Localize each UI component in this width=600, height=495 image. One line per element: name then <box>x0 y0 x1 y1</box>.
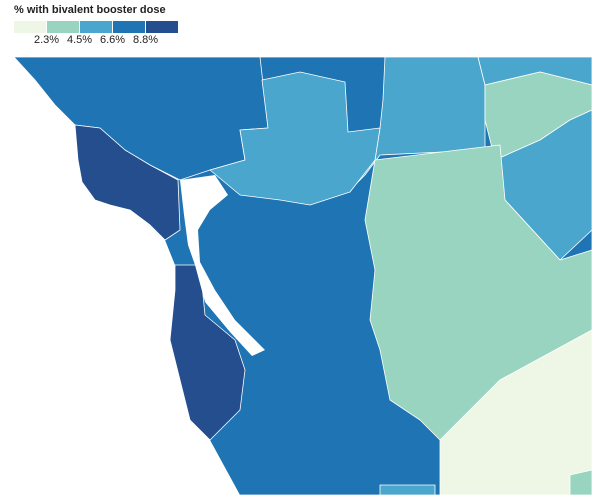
legend-title: % with bivalent booster dose <box>14 4 166 16</box>
legend-tick-label: 2.3% <box>34 34 59 46</box>
legend-swatch <box>47 21 79 33</box>
legend-swatch <box>146 21 178 33</box>
legend-swatch <box>113 21 145 33</box>
regions <box>13 56 593 495</box>
bay <box>180 175 265 356</box>
legend-tick-label: 8.8% <box>133 34 158 46</box>
legend-tick-label: 6.6% <box>100 34 125 46</box>
legend-swatch <box>14 21 46 33</box>
water <box>14 57 240 495</box>
legend-tick-label: 4.5% <box>67 34 92 46</box>
legend-swatch <box>80 21 112 33</box>
county <box>379 484 436 495</box>
county <box>569 469 593 495</box>
county <box>209 71 381 206</box>
legend: % with bivalent booster dose 2.3% 4.5% 6.6… <box>14 4 178 46</box>
county <box>439 329 593 495</box>
